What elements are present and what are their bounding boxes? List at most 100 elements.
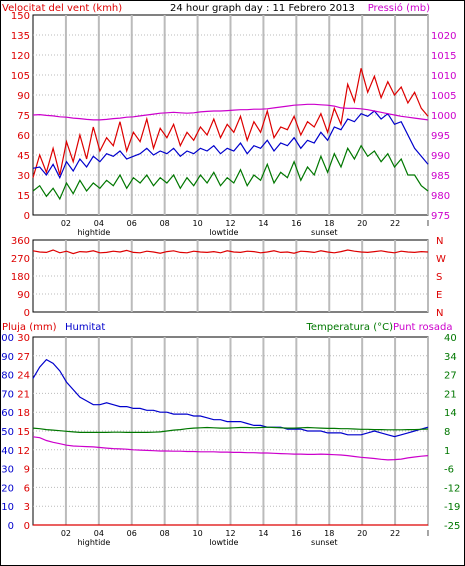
wind-x-tick-10: 10 (192, 219, 202, 228)
temperature-y-tick--25: -25 (444, 521, 460, 532)
direction-y-tick-90: 90 (17, 290, 30, 301)
wind-x-tick-12: 12 (225, 219, 235, 228)
temperature-y-tick--6: -6 (444, 465, 454, 476)
humidity-y-tick-70: 70 (1, 389, 14, 400)
wind-average-line (32, 144, 429, 201)
rain-y-tick-18: 18 (17, 408, 30, 419)
rain-y-tick-6: 6 (24, 483, 30, 494)
wind-x-tick-14: 14 (258, 219, 268, 228)
pressure-y-tick-1000: 1000 (431, 111, 456, 122)
wind-direction-line (32, 249, 429, 255)
rain-axis-title: Pluja (mm) (2, 322, 57, 333)
climate-x-tick-20: 20 (357, 529, 367, 538)
temperature-y-tick--19: -19 (444, 502, 460, 513)
pressure-y-tick-975: 975 (431, 211, 450, 222)
rain-y-tick-12: 12 (17, 446, 30, 457)
rain-y-tick-15: 15 (17, 427, 30, 438)
climate-x-tick-04: 04 (94, 529, 104, 538)
direction-compass-0: N (436, 236, 443, 247)
pressure-y-tick-980: 980 (431, 191, 450, 202)
pressure-y-tick-995: 995 (431, 131, 450, 142)
humidity-y-tick-0: 0 (8, 521, 14, 532)
pressure-y-tick-1010: 1010 (431, 71, 456, 82)
direction-y-tick-180: 180 (11, 272, 30, 283)
pressure-y-tick-1005: 1005 (431, 91, 456, 102)
climate-x-tick-22: 22 (390, 529, 400, 538)
climate-x-tick-16: 16 (291, 529, 301, 538)
humidity-y-tick-100: 100 (0, 333, 14, 344)
direction-compass-2: S (436, 272, 442, 283)
dewpoint-axis-title: Punt rosada (393, 322, 452, 333)
rain-y-tick-9: 9 (24, 465, 30, 476)
wind-y-tick-45: 45 (17, 151, 30, 162)
pressure-line (32, 103, 429, 121)
pressure-y-tick-1020: 1020 (431, 31, 456, 42)
graph-title: 24 hour graph day : 11 Febrero 2013 (170, 3, 355, 14)
humidity-y-tick-80: 80 (1, 371, 14, 382)
direction-y-tick-270: 270 (11, 254, 30, 265)
temperature-y-tick--12: -12 (444, 483, 460, 494)
direction-compass-3: E (436, 290, 442, 301)
series-layer (32, 68, 429, 526)
rain-y-tick-27: 27 (17, 352, 30, 363)
wind-y-tick-15: 15 (17, 191, 30, 202)
climate-x-tick-06: 06 (127, 529, 137, 538)
wind-gust-line (32, 68, 429, 178)
rain-y-tick-30: 30 (17, 333, 30, 344)
wind-speed-line (32, 110, 429, 180)
temperature-y-tick-8: 8 (444, 427, 450, 438)
wind-x-tick-02: 02 (61, 219, 71, 228)
wind-x-tick-18: 18 (324, 219, 334, 228)
wind-axis-title: Velocitat del vent (kmh) (2, 3, 122, 14)
dewpoint-line (32, 436, 429, 461)
rain-y-tick-3: 3 (24, 502, 30, 513)
wind-x-tick-l: l (427, 219, 429, 228)
wind-x-tick-04: 04 (94, 219, 104, 228)
temperature-y-tick-1: 1 (444, 446, 450, 457)
temperature-y-tick-40: 40 (444, 333, 457, 344)
wind-y-tick-0: 0 (24, 211, 30, 222)
humidity-y-tick-30: 30 (1, 465, 14, 476)
climate-x-tick-14: 14 (258, 529, 268, 538)
rain-y-tick-24: 24 (17, 371, 30, 382)
climate-x-tick-18: 18 (324, 529, 334, 538)
direction-compass-1: W (436, 254, 446, 265)
humidity-line (32, 358, 429, 438)
wind-y-tick-30: 30 (17, 171, 30, 182)
pressure-y-tick-990: 990 (431, 151, 450, 162)
pressure-axis-title: Pressió (mb) (368, 2, 430, 14)
wind-lowtide-label: lowtide (209, 228, 238, 237)
temperature-y-tick-21: 21 (444, 389, 457, 400)
humidity-y-tick-90: 90 (1, 352, 14, 363)
climate-x-tick-l: l (427, 529, 429, 538)
temperature-axis-title: Temperatura (°C) (305, 322, 393, 333)
rain-y-tick-0: 0 (24, 521, 30, 532)
direction-compass-4: N (436, 308, 443, 319)
rain-y-tick-21: 21 (17, 389, 30, 400)
temperature-line (32, 426, 429, 433)
temperature-y-tick-34: 34 (444, 352, 457, 363)
wind-x-tick-16: 16 (291, 219, 301, 228)
direction-y-tick-0: 0 (24, 308, 30, 319)
direction-y-tick-360: 360 (11, 236, 30, 247)
wind-y-tick-90: 90 (17, 91, 30, 102)
climate-x-tick-02: 02 (61, 529, 71, 538)
climate-x-tick-08: 08 (160, 529, 170, 538)
humidity-y-tick-20: 20 (1, 483, 14, 494)
wind-x-tick-06: 06 (127, 219, 137, 228)
humidity-y-tick-40: 40 (1, 446, 14, 457)
wind-y-tick-120: 120 (11, 51, 30, 62)
climate-sunset-label: sunset (311, 538, 338, 547)
temperature-y-tick-14: 14 (444, 408, 457, 419)
wind-x-tick-20: 20 (357, 219, 367, 228)
wind-y-tick-150: 150 (11, 11, 30, 22)
climate-x-tick-12: 12 (225, 529, 235, 538)
climate-hightide-label: hightide (77, 538, 110, 547)
humidity-y-tick-50: 50 (1, 427, 14, 438)
wind-y-tick-60: 60 (17, 131, 30, 142)
humidity-axis-title: Humitat (65, 322, 105, 333)
humidity-y-tick-10: 10 (1, 502, 14, 513)
pressure-y-tick-985: 985 (431, 171, 450, 182)
